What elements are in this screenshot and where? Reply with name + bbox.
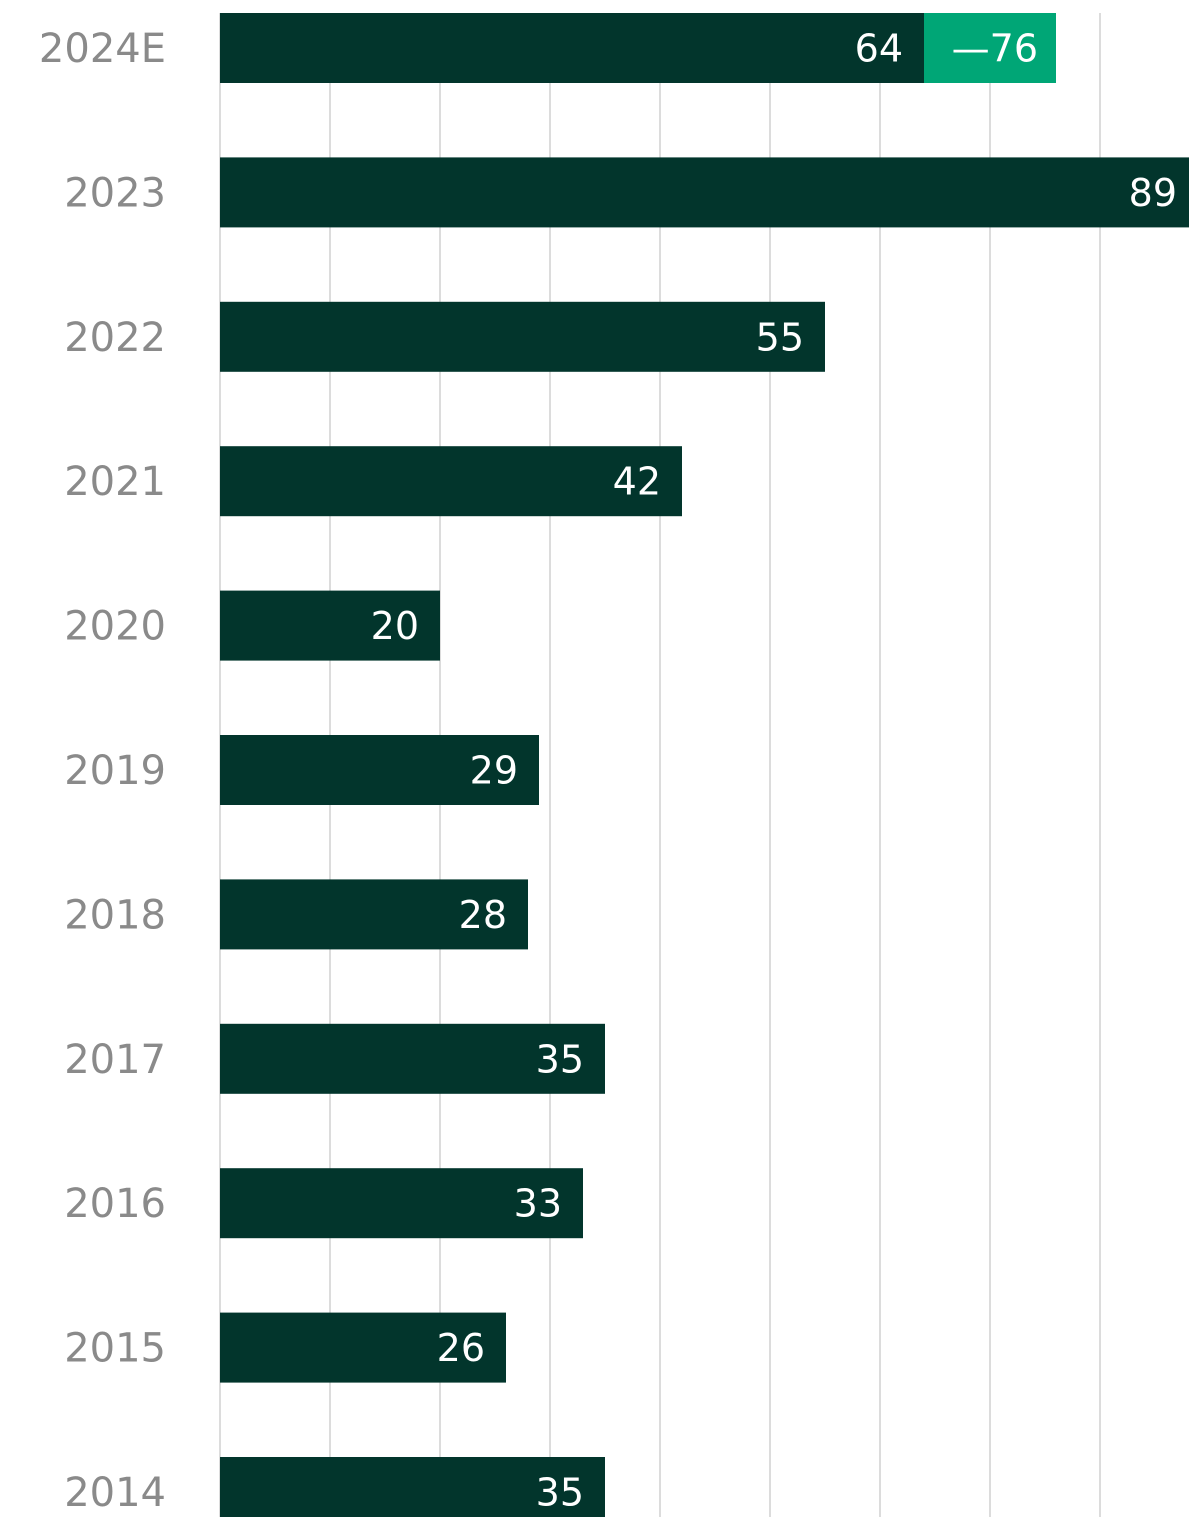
bar	[220, 157, 1189, 228]
bar	[220, 446, 682, 517]
bar	[220, 590, 440, 661]
value-label: 35	[536, 1471, 584, 1515]
category-label: 2023	[64, 170, 166, 216]
value-label: 29	[470, 749, 518, 793]
bar	[220, 879, 528, 950]
category-label: 2019	[64, 748, 166, 794]
category-label: 2016	[64, 1181, 166, 1227]
value-label: 89	[1129, 171, 1177, 215]
bar	[220, 1457, 605, 1517]
bar	[220, 1168, 583, 1239]
category-label: 2015	[64, 1326, 166, 1372]
value-label: 20	[371, 604, 419, 648]
value-label: 35	[536, 1037, 584, 1081]
value-label: 26	[437, 1326, 485, 1370]
value-label: 28	[459, 893, 507, 937]
bar	[220, 1023, 605, 1094]
bar	[220, 301, 825, 372]
value-label: 64	[855, 27, 903, 71]
category-label: 2017	[64, 1037, 166, 1083]
value-label: 33	[514, 1182, 562, 1226]
range-bar	[924, 13, 1056, 83]
bar	[220, 1312, 506, 1383]
category-label: 2020	[64, 604, 166, 650]
category-label: 2024E	[39, 26, 166, 72]
value-label: 42	[613, 460, 661, 504]
category-label: 2022	[64, 315, 166, 361]
range-label: —76	[952, 27, 1038, 71]
category-label: 2021	[64, 459, 166, 505]
category-label: 2014	[64, 1470, 166, 1516]
bar	[220, 13, 924, 83]
bar	[220, 735, 539, 805]
category-label: 2018	[64, 892, 166, 938]
value-label: 55	[756, 315, 804, 359]
